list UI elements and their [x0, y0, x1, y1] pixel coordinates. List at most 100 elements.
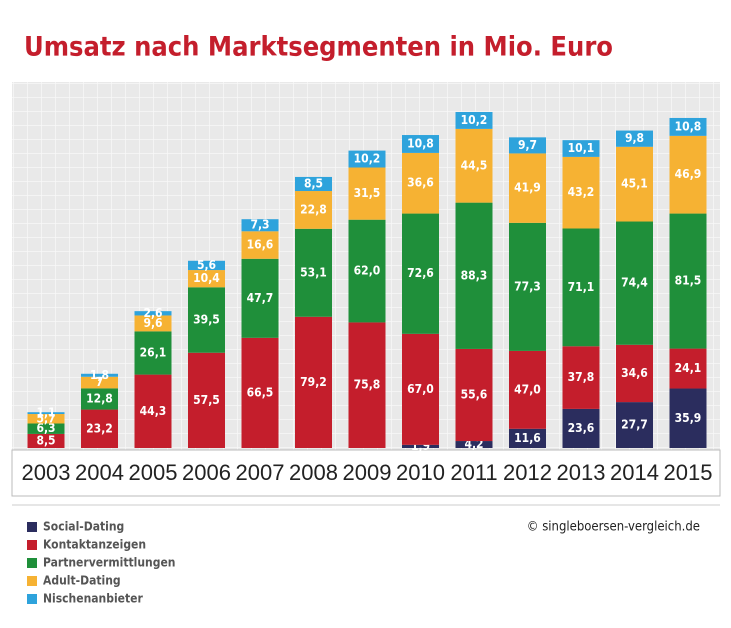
bar-segment	[295, 191, 332, 229]
bar-segment	[134, 374, 172, 448]
bar-segment	[669, 348, 707, 389]
x-tick-label: 2015	[664, 460, 713, 485]
legend-label: Kontaktanzeigen	[43, 538, 146, 552]
bar-segment	[669, 135, 707, 214]
value-label: 44,3	[140, 404, 167, 418]
value-label: 41,9	[514, 181, 541, 195]
value-label: 10,2	[354, 152, 381, 166]
bar-segment	[402, 135, 439, 153]
value-label: 53,1	[300, 265, 327, 279]
legend-label: Social-Dating	[43, 520, 124, 534]
bar-segment	[27, 433, 65, 448]
bar-segment	[295, 176, 332, 192]
value-label: 5,6	[197, 258, 216, 272]
x-tick-label: 2014	[610, 460, 659, 485]
x-tick-label: 2006	[182, 460, 231, 485]
x-tick-label: 2003	[22, 460, 71, 485]
x-tick-label: 2009	[343, 460, 392, 485]
value-label: 35,9	[675, 411, 702, 425]
bar-segment	[402, 444, 439, 448]
bar-segment	[402, 152, 439, 214]
value-label: 62,0	[354, 264, 381, 278]
bar-segment	[616, 221, 653, 345]
legend-label: Adult-Dating	[43, 574, 121, 588]
bar-segment	[295, 316, 332, 448]
bar-segment	[616, 146, 653, 222]
bar-segment	[188, 352, 225, 448]
bar-segment	[27, 423, 65, 434]
value-label: 75,8	[354, 378, 381, 392]
bar-segment	[402, 213, 439, 334]
bar-segment	[188, 270, 225, 288]
value-label: 88,3	[461, 268, 488, 282]
bar-segment	[348, 167, 386, 220]
legend-swatch	[27, 522, 37, 532]
bar-segment	[562, 156, 600, 229]
value-label: 9,7	[518, 138, 537, 152]
x-tick-label: 2013	[557, 460, 606, 485]
value-label: 6,3	[36, 421, 55, 435]
bar-segment	[616, 130, 653, 147]
bar-segment	[348, 219, 386, 323]
legend-label: Nischenanbieter	[43, 592, 143, 606]
bar-segment	[455, 202, 493, 349]
bar-segment	[455, 128, 493, 203]
bar-segment	[402, 333, 439, 445]
bar-segment	[616, 402, 653, 448]
year-band	[11, 449, 721, 497]
value-label: 9,6	[143, 316, 162, 330]
chart-title: Umsatz nach Marktsegmenten in Mio. Euro	[24, 32, 613, 63]
bar-segment	[562, 140, 600, 157]
value-label: 44,5	[461, 158, 488, 172]
x-tick-label: 2004	[75, 460, 124, 485]
bar-segment	[616, 344, 653, 403]
value-label: 7,3	[250, 218, 269, 232]
value-label: 5,7	[36, 411, 55, 425]
value-label: 10,8	[407, 136, 434, 150]
value-label: 10,8	[675, 119, 702, 133]
value-label: 27,7	[621, 418, 648, 432]
legend-label: Partnervermittlungen	[43, 556, 175, 570]
value-label: 77,3	[514, 279, 541, 293]
bar-segment	[562, 228, 600, 347]
bar-segment	[669, 213, 707, 349]
bar-segment	[241, 219, 279, 232]
x-tick-label: 2012	[503, 460, 552, 485]
value-label: 1,1	[36, 406, 55, 420]
value-label: 47,7	[247, 291, 274, 305]
value-label: 47,0	[514, 382, 541, 396]
bar-segment	[188, 260, 225, 271]
value-label: 45,1	[621, 177, 648, 191]
bar-segment	[188, 287, 225, 353]
bar-segment	[509, 153, 546, 223]
x-tick-label: 2010	[396, 460, 445, 485]
value-label: 46,9	[675, 167, 702, 181]
bar-segment	[241, 337, 279, 448]
value-label: 34,6	[621, 366, 648, 380]
x-tick-label: 2007	[236, 460, 285, 485]
value-label: 26,1	[140, 345, 167, 359]
bar-segment	[669, 117, 707, 136]
value-label: 9,8	[625, 131, 644, 145]
value-label: 8,5	[36, 433, 55, 447]
value-label: 7	[96, 375, 104, 389]
bar-segment	[134, 311, 172, 316]
value-label: 12,8	[86, 391, 113, 405]
bar-segment	[669, 388, 707, 448]
value-label: 31,5	[354, 186, 381, 200]
source: © singleboersen-vergleich.de	[527, 520, 700, 535]
bar-segment	[562, 408, 600, 448]
value-label: 72,6	[407, 266, 434, 280]
value-label: 37,8	[568, 370, 595, 384]
legend-swatch	[27, 576, 37, 586]
value-label: 55,6	[461, 387, 488, 401]
bar-segment	[81, 409, 118, 448]
value-label: 2,6	[143, 306, 162, 320]
bar-segment	[509, 428, 546, 448]
bar-segment	[81, 376, 118, 389]
bar-segment	[455, 348, 493, 442]
value-label: 67,0	[407, 382, 434, 396]
value-label: 16,6	[247, 238, 274, 252]
value-label: 57,5	[193, 393, 220, 407]
value-label: 24,1	[675, 361, 702, 375]
